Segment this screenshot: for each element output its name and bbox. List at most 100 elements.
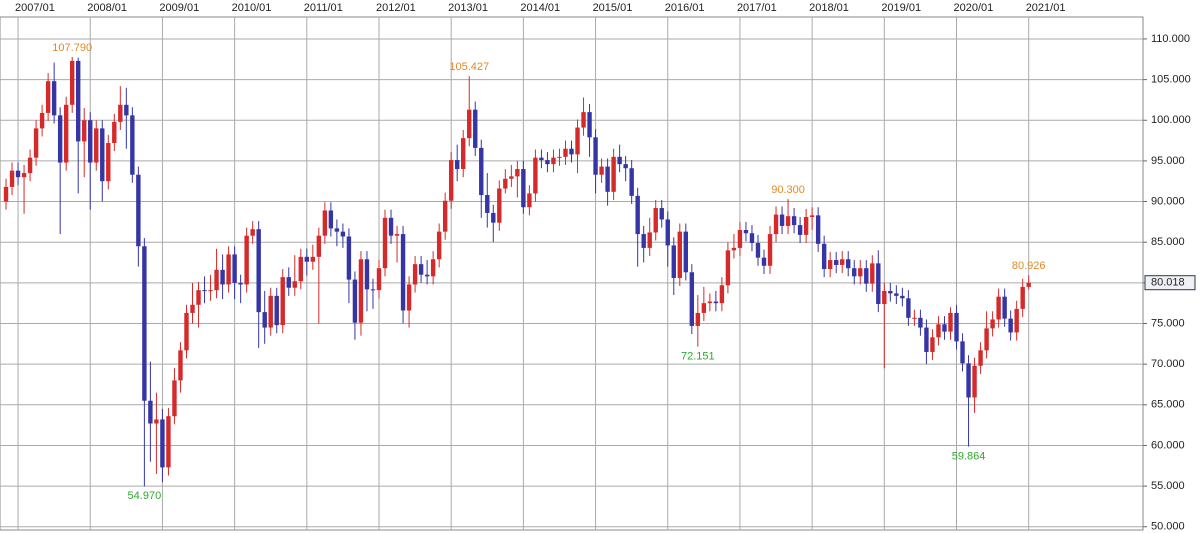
candle-body — [298, 256, 303, 282]
candle-body — [653, 208, 658, 233]
candle-body — [515, 169, 520, 177]
candle-body — [376, 268, 382, 291]
candle-body — [978, 350, 983, 366]
candle-body — [172, 380, 177, 417]
y-tick-label: 110.000 — [1151, 33, 1190, 45]
candle-body — [695, 312, 701, 326]
candle-body — [112, 121, 117, 144]
candle-body — [599, 166, 604, 175]
candle-body — [990, 319, 995, 329]
x-tick-label: 2020/01 — [954, 2, 994, 14]
candle-body — [124, 104, 129, 116]
candle-body — [821, 243, 827, 270]
candle-body — [473, 109, 478, 148]
candle-body — [725, 250, 731, 286]
candle-body — [840, 259, 845, 265]
candle-body — [960, 341, 965, 364]
candle-body — [190, 304, 195, 313]
candle-body — [737, 230, 743, 248]
candle-body — [15, 170, 21, 178]
candle-body — [900, 295, 905, 299]
candle-body — [100, 128, 105, 182]
candle-body — [894, 293, 899, 296]
price-annotation: 72.151 — [681, 351, 715, 363]
candle-body — [533, 157, 538, 194]
candle-body — [370, 289, 376, 291]
candle-body — [870, 263, 875, 284]
candle-body — [827, 260, 833, 270]
candle-body — [262, 312, 267, 328]
x-tick-label: 2011/01 — [304, 2, 343, 14]
candle-body — [587, 112, 592, 138]
y-tick-label: 105.000 — [1151, 74, 1191, 86]
candle-body — [226, 254, 231, 285]
candle-body — [581, 112, 586, 128]
candle-body — [9, 170, 15, 187]
plot-area — [0, 16, 1144, 531]
candle-body — [671, 245, 676, 278]
candle-body — [94, 128, 99, 163]
candle-body — [635, 195, 640, 235]
candle-body — [430, 259, 436, 277]
candle-body — [545, 160, 550, 165]
x-tick-label: 2008/01 — [87, 2, 127, 14]
candle-body — [136, 174, 141, 247]
candle-body — [1002, 296, 1007, 319]
candle-body — [755, 243, 761, 258]
y-tick-label: 60.000 — [1151, 439, 1185, 451]
candle-body — [63, 104, 69, 163]
candle-body — [665, 219, 670, 246]
candle-body — [629, 168, 634, 196]
candle-body — [617, 156, 622, 165]
x-tick-label: 2013/01 — [448, 2, 488, 14]
candle-body — [160, 419, 165, 468]
candle-body — [509, 176, 514, 179]
candle-body — [479, 147, 484, 196]
candle-body — [388, 217, 394, 236]
candle-body — [82, 120, 87, 142]
candle-body — [809, 215, 815, 217]
candle-body — [406, 284, 412, 311]
x-tick-label: 2015/01 — [593, 2, 633, 14]
candle-body — [605, 166, 610, 192]
candle-body — [701, 303, 707, 313]
candle-body — [322, 210, 328, 236]
candle-body — [659, 208, 664, 220]
candle-body — [491, 212, 496, 223]
y-tick-label: 65.000 — [1151, 399, 1185, 411]
candle-body — [1026, 282, 1031, 287]
candle-body — [551, 157, 556, 165]
candle-body — [148, 400, 153, 424]
candle-body — [268, 295, 273, 328]
x-tick-label: 2016/01 — [665, 2, 705, 14]
candle-body — [76, 60, 81, 142]
candle-body — [1020, 286, 1025, 309]
candle-body — [196, 290, 201, 305]
candle-body — [220, 269, 225, 285]
y-tick-label: 90.000 — [1151, 195, 1185, 207]
candle-body — [611, 156, 616, 192]
price-annotation: 107.790 — [52, 42, 92, 54]
candle-body — [274, 295, 279, 326]
candle-body — [864, 268, 869, 284]
price-annotation: 90.300 — [771, 184, 805, 196]
y-tick-label: 55.000 — [1151, 480, 1185, 492]
candle-body — [749, 233, 755, 244]
candle-body — [214, 269, 219, 291]
candle-body — [948, 312, 953, 332]
candle-body — [575, 127, 580, 155]
candle-body — [876, 263, 881, 304]
candle-body — [797, 225, 803, 235]
x-tick-label: 2007/01 — [15, 2, 55, 14]
candle-body — [888, 290, 893, 294]
candle-body — [57, 115, 63, 163]
candle-body — [232, 254, 237, 283]
candle-body — [418, 264, 424, 275]
candle-body — [33, 128, 39, 158]
y-tick-label: 85.000 — [1151, 236, 1185, 248]
x-tick-label: 2018/01 — [809, 2, 849, 14]
candle-body — [972, 365, 977, 398]
candle-body — [623, 164, 628, 169]
candle-body — [286, 277, 291, 288]
